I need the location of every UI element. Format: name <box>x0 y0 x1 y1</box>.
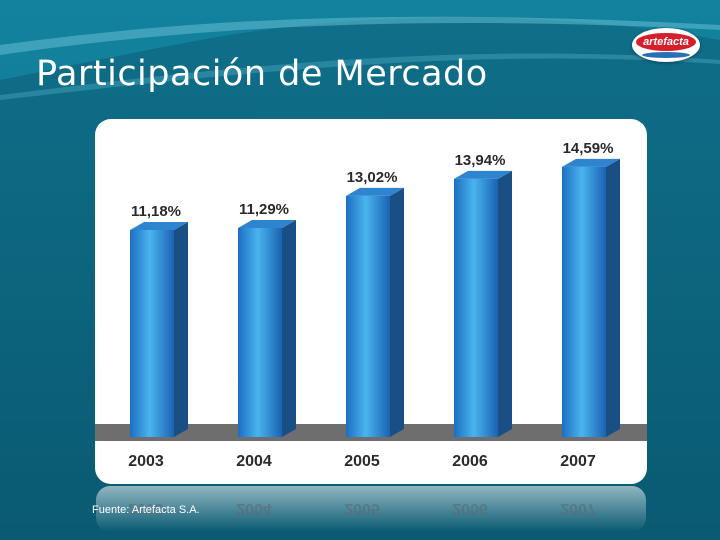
bar-2004 <box>238 219 296 437</box>
bar-front <box>562 166 606 437</box>
category-reflection-2005: 2005 <box>344 500 380 517</box>
value-label-2006: 13,94% <box>455 152 506 169</box>
bar-top <box>454 170 512 179</box>
category-label-2007: 2007 <box>560 453 596 470</box>
bar-top <box>346 187 404 196</box>
bar-front <box>454 178 498 437</box>
bar-top <box>238 219 296 228</box>
slide-title: Participación de Mercado <box>36 54 488 94</box>
bar-2003 <box>130 221 188 437</box>
bar-2007 <box>562 158 620 437</box>
bars-layer <box>130 158 620 437</box>
brand-logo-text: artefacta <box>636 33 696 51</box>
category-reflection-2006: 2006 <box>452 500 488 517</box>
category-label-2006: 2006 <box>452 453 488 470</box>
bar-front <box>130 229 174 437</box>
category-label-2005: 2005 <box>344 453 380 470</box>
bar-side <box>390 187 404 437</box>
value-label-2005: 13,02% <box>347 169 398 186</box>
bar-top <box>562 158 620 167</box>
source-note: Fuente: Artefacta S.A. <box>92 504 200 516</box>
bar-side <box>282 219 296 437</box>
bar-front <box>346 195 390 437</box>
bar-side <box>174 221 188 437</box>
value-label-2003: 11,18% <box>131 203 181 220</box>
category-label-2004: 2004 <box>236 453 272 470</box>
brand-logo: artefacta <box>632 28 700 62</box>
bar-side <box>606 158 620 437</box>
bar-2005 <box>346 187 404 437</box>
category-label-2003: 2003 <box>128 453 164 470</box>
value-label-2004: 11,29% <box>239 201 289 218</box>
bar-side <box>498 170 512 437</box>
category-reflection-2004: 2004 <box>236 500 272 517</box>
bar-top <box>130 221 188 230</box>
bar-front <box>238 227 282 437</box>
category-reflection-2007: 2007 <box>560 500 596 517</box>
labels-layer: 11,18% 2003 2003 11,29% 2004 2004 13,02% 2005 20… <box>128 140 613 517</box>
panel-reflection <box>96 486 646 532</box>
brand-logo-swoosh <box>642 52 690 58</box>
value-label-2007: 14,59% <box>563 140 614 157</box>
category-reflection-2003: 2003 <box>128 500 164 517</box>
bar-2006 <box>454 170 512 437</box>
